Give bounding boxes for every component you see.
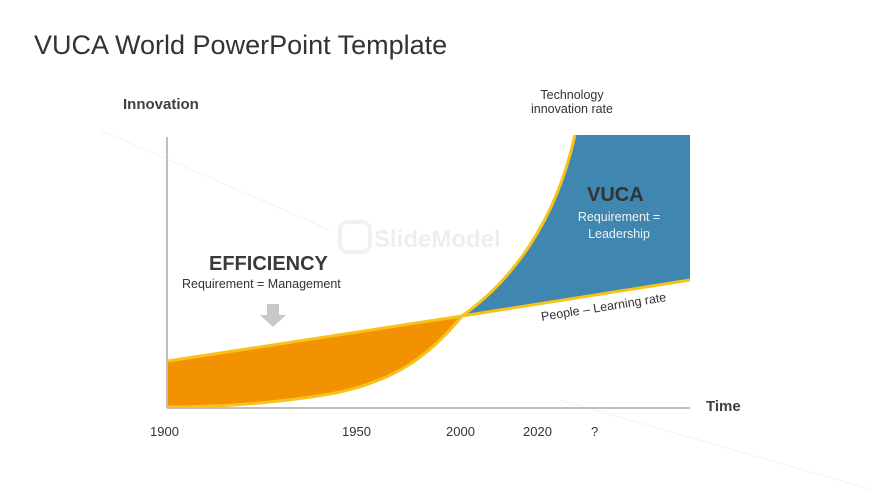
- x-tick-1900: 1900: [150, 424, 179, 439]
- technology-curve: [167, 134, 577, 409]
- vuca-title: VUCA: [587, 184, 644, 206]
- watermark-logo: SlideModel: [338, 220, 501, 254]
- watermark-text: SlideModel: [374, 226, 501, 253]
- x-tick-2020: 2020: [523, 424, 552, 439]
- vuca-region: [462, 135, 690, 316]
- x-tick-1950: 1950: [342, 424, 371, 439]
- technology-label-line2: innovation rate: [530, 102, 613, 116]
- efficiency-region: [168, 316, 462, 407]
- vuca-subtitle-line1: Requirement =: [577, 210, 661, 224]
- efficiency-title: EFFICIENCY: [209, 253, 328, 275]
- vuca-subtitle: Requirement = Leadership: [567, 209, 671, 243]
- x-axis-label: Time: [706, 398, 741, 415]
- y-axis-label: Innovation: [123, 96, 199, 113]
- down-arrow-icon: [260, 304, 286, 327]
- people-curve: [167, 278, 691, 363]
- technology-curve-label: Technology innovation rate: [522, 88, 622, 116]
- slide-title: VUCA World PowerPoint Template: [34, 30, 448, 60]
- vuca-subtitle-line2: Leadership: [588, 227, 650, 241]
- x-tick-unknown: ?: [591, 424, 599, 439]
- background-decoration: [99, 129, 870, 489]
- x-tick-2000: 2000: [446, 424, 475, 439]
- efficiency-subtitle: Requirement = Management: [182, 277, 341, 291]
- technology-label-line1: Technology: [540, 88, 604, 102]
